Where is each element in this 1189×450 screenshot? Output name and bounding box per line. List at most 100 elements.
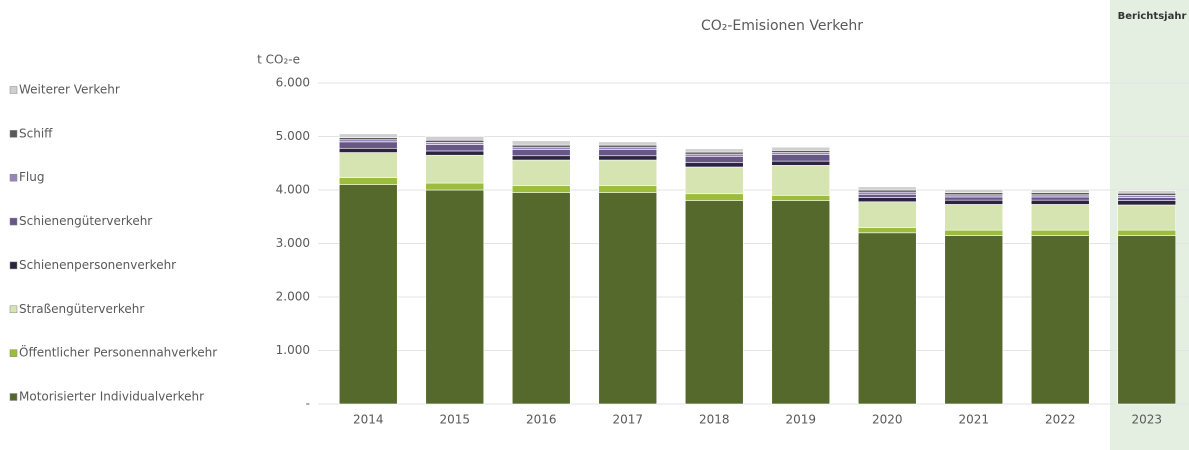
bar-segment: [598, 141, 658, 146]
bar-segment: [1117, 197, 1177, 202]
legend-swatch: [9, 349, 18, 357]
bar-segment: [771, 200, 831, 405]
chart-title: CO₂-Emisionen Verkehr: [701, 18, 863, 34]
bar-segment: [338, 133, 398, 138]
bar-segment: [425, 189, 485, 405]
legend-label: Schienenpersonenverkehr: [19, 258, 176, 272]
bar-segment: [771, 195, 831, 202]
legend-swatch: [9, 305, 18, 314]
legend-label: Flug: [19, 170, 44, 184]
x-tick-label: 2015: [439, 413, 470, 427]
bar-segment: [771, 150, 831, 153]
legend-label: Schienengüterverkehr: [19, 214, 152, 228]
x-tick-label: 2019: [785, 413, 816, 427]
y-tick-label: 1.000: [276, 343, 310, 357]
legend-swatch: [9, 393, 18, 401]
legend-swatch: [9, 86, 18, 94]
bar-segment: [684, 153, 744, 157]
bar-segment: [511, 159, 571, 187]
bar-segment: [338, 177, 398, 185]
bar-segment: [425, 139, 485, 143]
legend-swatch: [9, 173, 18, 182]
legend-label: Weiterer Verkehr: [19, 83, 120, 97]
bar-segment: [1030, 204, 1090, 231]
x-tick-label: 2020: [872, 413, 903, 427]
bar-segment: [857, 189, 917, 193]
bar-segment: [684, 200, 744, 405]
y-tick-label: 3.000: [276, 236, 310, 250]
bar-segment: [598, 144, 658, 148]
bar-segment: [425, 150, 485, 156]
y-tick-label: 4.000: [276, 183, 310, 197]
bar-segment: [771, 154, 831, 162]
bar-segment: [684, 193, 744, 201]
x-tick-label: 2016: [526, 413, 557, 427]
bar-segment: [598, 146, 658, 150]
bar-segment: [425, 136, 485, 141]
legend-swatch: [9, 217, 18, 226]
bar-segment: [1117, 204, 1177, 231]
bar-segment: [684, 155, 744, 164]
bar-segment: [1117, 190, 1177, 194]
bar-segment: [511, 185, 571, 193]
bar-segment: [857, 193, 917, 198]
bar-segment: [684, 162, 744, 168]
bar-segment: [338, 147, 398, 153]
bar-segment: [1030, 189, 1090, 193]
bar-segment: [684, 166, 744, 195]
highlight-label: Berichtsjahr: [1118, 11, 1187, 22]
bar-segment: [338, 152, 398, 178]
bar-segment: [1030, 194, 1090, 198]
bar-segment: [511, 155, 571, 161]
y-tick-label: 6.000: [276, 76, 310, 90]
bar-segment: [857, 232, 917, 405]
y-axis-label: t CO₂-e: [257, 53, 300, 67]
bar-segment: [1030, 229, 1090, 236]
x-tick-label: 2014: [353, 413, 384, 427]
bar-segment: [1117, 200, 1177, 206]
legend-label: Schiff: [19, 126, 53, 140]
bar-segment: [1117, 192, 1177, 196]
bar-segment: [338, 184, 398, 405]
bar-segment: [684, 148, 744, 153]
bar-segment: [511, 144, 571, 148]
bar-segment: [944, 189, 1004, 193]
bar-segment: [425, 154, 485, 184]
bar-segment: [1030, 199, 1090, 205]
bar-segment: [771, 146, 831, 151]
bar-segment: [511, 192, 571, 405]
bar-segment: [944, 204, 1004, 231]
bar-segment: [1117, 229, 1177, 236]
bar-segment: [857, 191, 917, 195]
bar-segment: [1030, 192, 1090, 196]
bar-segment: [944, 194, 1004, 198]
bar-segment: [338, 137, 398, 141]
x-tick-label: 2022: [1045, 413, 1076, 427]
bar-segment: [1030, 235, 1090, 405]
legend-label: Öffentlicher Personennahverkehr: [19, 344, 217, 360]
bar-segment: [598, 185, 658, 193]
bar-segment: [425, 144, 485, 152]
bar-segment: [944, 235, 1004, 405]
x-tick-label: 2021: [958, 413, 989, 427]
bar-segment: [598, 149, 658, 157]
x-tick-label: 2018: [699, 413, 730, 427]
bar-segment: [857, 186, 917, 191]
bar-segment: [425, 182, 485, 191]
bar-segment: [598, 192, 658, 405]
bar-segment: [944, 229, 1004, 236]
bar-segment: [771, 160, 831, 166]
legend-label: Motorisierter Individualverkehr: [19, 390, 204, 404]
bar-segment: [598, 155, 658, 161]
legend-swatch: [9, 130, 18, 138]
legend-label: Straßengüterverkehr: [19, 302, 144, 316]
bar-segment: [1117, 195, 1177, 198]
y-tick-label: -: [306, 397, 310, 411]
bar-segment: [1030, 196, 1090, 201]
bar-segment: [425, 142, 485, 145]
bar-segment: [1117, 235, 1177, 405]
y-tick-label: 5.000: [276, 129, 310, 143]
bar-segment: [857, 227, 917, 234]
bar-segment: [857, 197, 917, 203]
bar-segment: [771, 152, 831, 155]
